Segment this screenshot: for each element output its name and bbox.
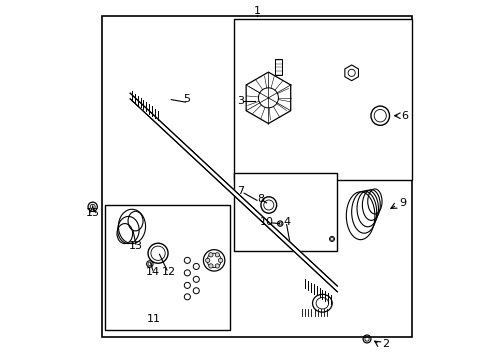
Polygon shape <box>130 93 337 292</box>
Text: 15: 15 <box>85 208 100 218</box>
Bar <box>233 19 411 180</box>
Text: 10: 10 <box>260 217 273 227</box>
Circle shape <box>218 258 222 262</box>
Text: 4: 4 <box>283 217 289 227</box>
Text: 13: 13 <box>129 241 142 251</box>
Text: 3: 3 <box>237 96 244 106</box>
Text: 6: 6 <box>401 111 408 121</box>
Bar <box>105 205 230 330</box>
Text: 7: 7 <box>237 186 244 197</box>
Text: 5: 5 <box>183 94 190 104</box>
Circle shape <box>208 264 213 268</box>
Text: 11: 11 <box>146 314 160 324</box>
Text: 8: 8 <box>257 194 264 203</box>
Text: 12: 12 <box>162 267 176 277</box>
Circle shape <box>205 258 209 262</box>
Circle shape <box>215 253 219 257</box>
Text: 9: 9 <box>398 198 405 208</box>
Text: 2: 2 <box>381 339 388 349</box>
Circle shape <box>208 253 213 257</box>
Bar <box>274 59 282 75</box>
Circle shape <box>215 264 219 268</box>
Text: 14: 14 <box>145 267 160 277</box>
Text: 1: 1 <box>253 6 260 16</box>
Bar <box>233 173 337 251</box>
Bar <box>102 16 411 337</box>
